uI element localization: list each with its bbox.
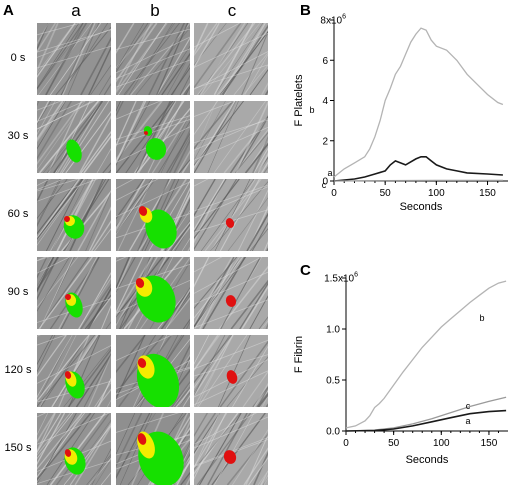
series-line-b	[345, 280, 507, 429]
column-label-b: b	[150, 1, 160, 20]
y-tick-label: 4	[322, 96, 328, 107]
y-tick-label: 0.5	[326, 376, 340, 387]
x-axis-label: Seconds	[400, 201, 443, 213]
series-label-c: c	[322, 180, 327, 190]
x-tick-label: 150	[479, 188, 496, 199]
y-tick-label: 0	[322, 177, 328, 188]
y-axis-label: F Platelets	[293, 74, 305, 126]
micrograph-b-2	[116, 179, 190, 251]
panel-c-letter: C	[300, 262, 311, 279]
series-label-a: a	[327, 168, 332, 178]
micrograph-b-4	[116, 335, 190, 407]
micrograph-a-1	[37, 101, 111, 173]
row-label-0: 0 s	[10, 52, 26, 64]
series-line-b	[333, 27, 504, 178]
micrograph-a-3	[37, 257, 111, 329]
x-tick-label: 0	[343, 438, 349, 449]
fibrin-signal	[223, 450, 237, 464]
micrograph-c-2	[194, 179, 268, 251]
micrograph-c-0	[194, 23, 268, 95]
platelet-signal	[145, 138, 167, 160]
x-axis-label: Seconds	[406, 454, 449, 466]
row-label-5: 150 s	[4, 442, 32, 454]
x-tick-label: 100	[428, 188, 445, 199]
platelets-chart: 0 50 100 150 0 2 4 6 8x106 Seconds F Platelets b ac	[293, 14, 508, 213]
x-tick-label: 50	[380, 188, 392, 199]
fibrin-signal	[137, 358, 147, 368]
y-tick-label: 2	[322, 136, 328, 147]
y-tick-label: 6	[322, 56, 328, 67]
x-tick-label: 50	[388, 438, 400, 449]
micrograph-b-1	[116, 101, 190, 173]
micrograph-c-1	[194, 101, 268, 173]
x-tick-label: 100	[433, 438, 450, 449]
fibrin-signal	[226, 370, 238, 384]
y-tick-label: 0.0	[326, 427, 340, 438]
micrograph-b-3	[116, 257, 190, 329]
fibrin-signal	[138, 206, 148, 216]
column-label-a: a	[71, 1, 81, 20]
row-label-1: 30 s	[7, 130, 29, 142]
platelet-signal	[66, 139, 82, 163]
fibrin-signal	[64, 216, 70, 222]
fibrin-signal	[65, 294, 71, 300]
series-label-c: c	[466, 401, 471, 411]
micrograph-b-5	[116, 413, 190, 485]
y-tick-label: 8x106	[320, 14, 346, 27]
series-label-b: b	[309, 105, 314, 115]
fibrin-signal	[225, 218, 235, 228]
series-line-a	[333, 156, 503, 182]
micrograph-c-5	[194, 413, 268, 485]
y-tick-label: 1.0	[326, 325, 340, 336]
fibrin-signal	[137, 433, 147, 445]
x-tick-label: 0	[331, 188, 337, 199]
x-tick-label: 150	[481, 438, 498, 449]
fibrin-signal	[225, 295, 237, 307]
micrograph-b-0	[116, 23, 190, 95]
micrograph-a-5	[37, 413, 111, 485]
series-line-c	[333, 179, 503, 182]
fibrin-signal	[135, 278, 145, 288]
series-line-a	[345, 409, 507, 432]
y-tick-label: 1.5x106	[324, 272, 358, 285]
row-label-2: 60 s	[7, 208, 29, 220]
series-label-a: a	[465, 416, 470, 426]
micrograph-a-4	[37, 335, 111, 407]
row-label-4: 120 s	[4, 364, 32, 376]
micrograph-a-0	[37, 23, 111, 95]
micrograph-c-4	[194, 335, 268, 407]
column-label-c: c	[227, 1, 237, 20]
fibrin-signal	[64, 449, 72, 457]
micrograph-c-3	[194, 257, 268, 329]
series-label-b: b	[479, 313, 484, 323]
fibrin-chart: 0 50 100 150 0.0 0.5 1.0 1.5x106 Seconds F Fibrin…	[293, 272, 508, 466]
y-axis-label: F Fibrin	[293, 336, 305, 373]
fibrin-signal	[144, 131, 148, 135]
micrograph-a-2	[37, 179, 111, 251]
platelet-signal	[145, 209, 177, 249]
row-label-3: 90 s	[7, 286, 29, 298]
panel-a-letter: A	[3, 2, 14, 19]
fibrin-signal	[64, 371, 72, 379]
panel-b-letter: B	[300, 2, 311, 19]
